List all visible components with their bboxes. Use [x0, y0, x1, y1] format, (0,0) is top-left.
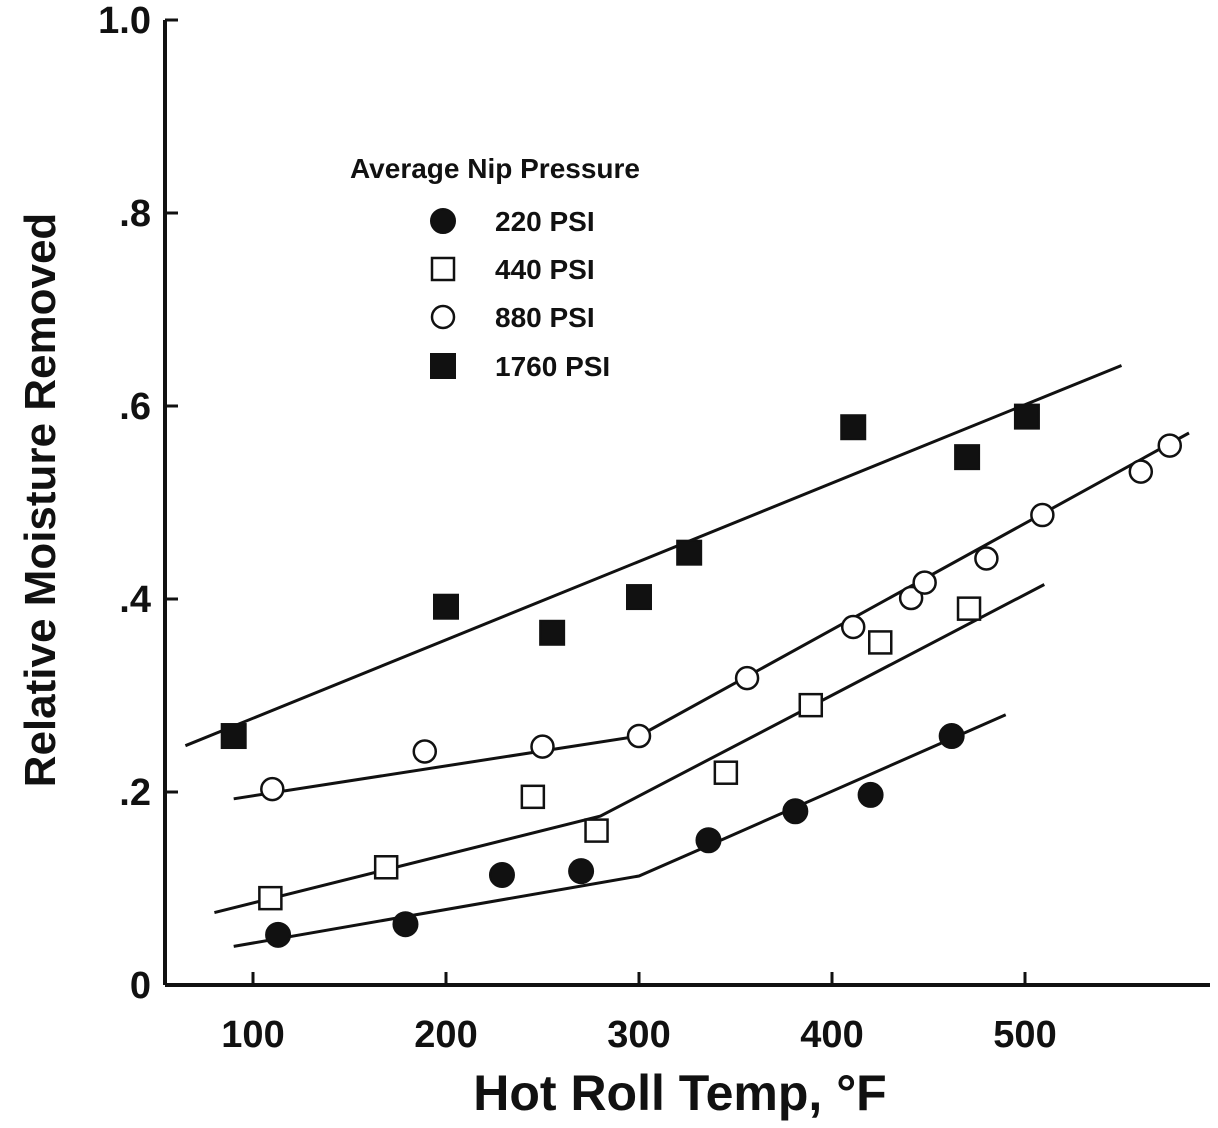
fit-line-series-3 [233, 431, 1190, 801]
x-tick-label: 200 [414, 1014, 477, 1056]
x-tick-label: 100 [221, 1014, 284, 1056]
data-point-series-4 [539, 619, 566, 646]
data-point-series-3 [412, 739, 438, 764]
legend-marker-1 [430, 208, 456, 234]
data-point-series-2 [258, 885, 283, 911]
data-point-series-3 [912, 570, 937, 595]
data-point-series-3 [626, 723, 652, 749]
data-point-series-1 [938, 723, 965, 750]
data-point-series-3 [840, 614, 866, 640]
data-point-series-2 [373, 855, 399, 880]
data-point-series-2 [956, 596, 982, 621]
legend-marker-2 [430, 256, 456, 282]
y-tick-label: 0 [130, 965, 151, 1007]
data-point-series-1 [857, 781, 884, 808]
legend-marker-4 [430, 353, 456, 379]
y-tick-label: 1.0 [98, 0, 151, 42]
data-point-series-4 [840, 414, 867, 441]
data-point-series-1 [488, 861, 515, 888]
y-tick-label: .8 [119, 193, 151, 235]
data-point-series-3 [530, 734, 555, 759]
legend-label-2: 440 PSI [495, 254, 595, 285]
y-tick-label: .6 [119, 386, 151, 428]
data-point-series-4 [626, 584, 652, 611]
data-point-series-4 [433, 593, 459, 620]
data-point-series-2 [584, 818, 609, 843]
data-point-series-2 [798, 692, 824, 718]
fit-line-series-1 [233, 713, 1007, 948]
data-point-series-3 [1030, 502, 1055, 528]
legend-title: Average Nip Pressure [350, 153, 640, 184]
data-point-series-1 [695, 827, 722, 854]
data-point-series-3 [974, 546, 999, 571]
data-point-series-4 [676, 539, 703, 566]
data-point-series-3 [1157, 433, 1182, 458]
fit-lines [184, 364, 1190, 948]
y-axis-title: Relative Moisture Removed [16, 213, 65, 788]
legend-marker-3 [430, 304, 456, 330]
data-point-series-1 [392, 911, 419, 938]
legend: Average Nip Pressure 220 PSI 440 PSI 880 P… [350, 153, 640, 382]
x-tick-label: 500 [993, 1014, 1056, 1056]
x-axis-title: Hot Roll Temp, °F [473, 1065, 886, 1121]
data-points [220, 403, 1182, 948]
data-point-series-4 [1013, 403, 1040, 430]
axes: 0 .2 .4 .6 .8 1.0 100 200 300 400 500 [98, 0, 1210, 1056]
legend-label-4: 1760 PSI [495, 351, 610, 382]
legend-label-3: 880 PSI [495, 302, 595, 333]
x-tick-label: 300 [607, 1014, 670, 1056]
data-point-series-1 [265, 921, 292, 948]
data-point-series-4 [954, 444, 981, 471]
x-tick-label: 400 [800, 1014, 863, 1056]
data-point-series-3 [898, 585, 924, 611]
data-point-series-3 [734, 665, 760, 691]
data-point-series-2 [520, 784, 546, 810]
fit-line-series-4 [184, 364, 1123, 748]
data-point-series-3 [260, 776, 285, 802]
data-point-series-2 [713, 760, 739, 785]
data-point-series-3 [1128, 459, 1154, 484]
data-point-series-1 [782, 798, 809, 825]
data-point-series-1 [568, 858, 595, 885]
data-point-series-4 [220, 723, 247, 750]
fit-line-series-2 [214, 583, 1045, 915]
data-point-series-2 [868, 630, 893, 655]
y-tick-label: .4 [119, 579, 151, 621]
y-tick-label: .2 [119, 772, 151, 814]
legend-label-1: 220 PSI [495, 206, 595, 237]
